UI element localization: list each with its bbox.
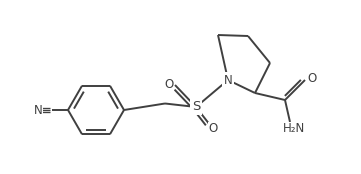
Text: O: O	[164, 78, 174, 92]
Text: N: N	[223, 73, 232, 86]
Text: H₂N: H₂N	[283, 122, 305, 136]
Text: O: O	[208, 122, 218, 136]
Text: N: N	[34, 104, 42, 117]
Text: O: O	[307, 73, 317, 85]
Text: S: S	[192, 101, 200, 113]
